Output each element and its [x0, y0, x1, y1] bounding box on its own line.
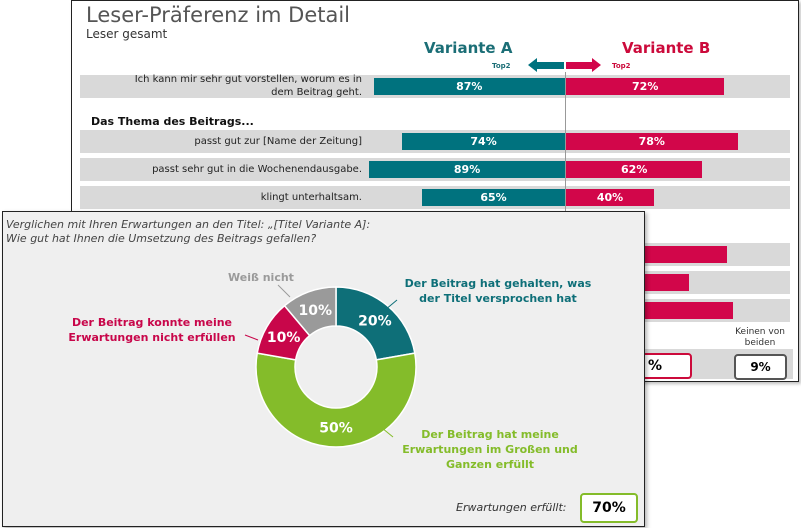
arrow-left-icon — [528, 58, 564, 72]
arrow-right-icon — [566, 58, 601, 72]
donut-slice-label: Der Beitrag hat meine Erwartungen im Gro… — [402, 428, 578, 471]
bar-variant-b: 40% — [566, 189, 654, 206]
donut-slice-label: Weiß nicht — [228, 271, 294, 284]
bar-category-label: Ich kann mir sehr gut vorstellen, worum … — [134, 74, 362, 98]
donut-slice — [283, 286, 337, 337]
expectation-met-value: 70% — [580, 493, 638, 523]
donut-slice-label: Der Beitrag konnte meine Erwartungen nic… — [68, 316, 236, 344]
bar-variant-b: 78% — [566, 133, 738, 150]
bar-category-label: klingt unterhaltsam. — [260, 192, 362, 203]
donut-slice-value: 10% — [299, 303, 333, 319]
bar-category-label: passt sehr gut in die Wochenendausgabe. — [152, 164, 362, 175]
question-text: Verglichen mit Ihren Erwartungen an den … — [6, 218, 371, 245]
none-of-both-label: Keinen von beiden — [735, 327, 785, 348]
bar-category-label: passt gut zur [Name der Zeitung] — [194, 136, 362, 147]
donut-slice-label: Der Beitrag hat gehalten, was der Titel … — [404, 277, 592, 305]
chart-subtitle: Leser gesamt — [86, 27, 168, 41]
donut-slice — [255, 352, 417, 448]
bar-variant-b: 62% — [566, 161, 703, 178]
none-of-both-value: 9% — [734, 354, 787, 380]
variant-a-heading: Variante A — [424, 39, 513, 57]
bar-variant-a: 89% — [369, 161, 565, 178]
bar-variant-a: 65% — [422, 189, 565, 206]
chart-title: Leser-Präferenz im Detail — [86, 3, 351, 27]
donut-slice-value: 20% — [358, 314, 392, 330]
expectation-met-label: Erwartungen erfüllt: — [456, 501, 567, 514]
top2-label-a: Top2 — [492, 62, 511, 70]
leader-line — [244, 334, 259, 341]
bar-variant-b: 72% — [566, 78, 725, 95]
center-axis — [565, 72, 566, 217]
donut-slice-value: 10% — [267, 330, 301, 346]
top2-label-b: Top2 — [612, 62, 631, 70]
leader-line — [381, 427, 394, 438]
variant-b-heading: Variante B — [622, 39, 711, 57]
expectation-panel — [2, 211, 645, 527]
bar-variant-a: 87% — [373, 78, 565, 95]
leader-line — [384, 299, 398, 311]
donut-slice-value: 50% — [319, 421, 353, 437]
bar-variant-a: 74% — [402, 133, 565, 150]
leader-line — [277, 284, 291, 298]
section-heading: Das Thema des Beitrags... — [91, 115, 254, 128]
